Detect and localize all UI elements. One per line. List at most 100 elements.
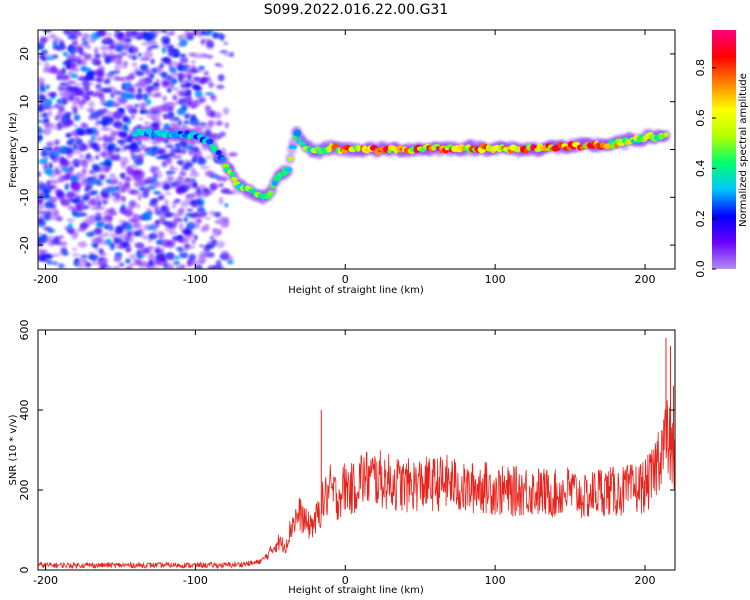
y-tick-label: -20 bbox=[18, 236, 31, 254]
noise-blob bbox=[178, 238, 183, 243]
noise-blob bbox=[229, 51, 235, 58]
snr-xlabel: Height of straight line (km) bbox=[288, 585, 424, 596]
noise-blob bbox=[125, 30, 130, 35]
noise-blob bbox=[148, 252, 155, 259]
noise-blob bbox=[125, 266, 132, 269]
noise-blob bbox=[46, 56, 55, 61]
noise-blob bbox=[128, 200, 137, 208]
noise-blob bbox=[45, 84, 50, 90]
noise-blob bbox=[176, 89, 186, 95]
noise-blob bbox=[60, 198, 69, 204]
noise-blob bbox=[134, 230, 141, 237]
noise-blob bbox=[38, 202, 45, 209]
noise-blob bbox=[180, 200, 189, 208]
colorbar-label: Normalized spectral amplitude bbox=[738, 73, 749, 227]
noise-blob bbox=[209, 95, 216, 100]
noise-blob bbox=[161, 46, 167, 54]
noise-blob bbox=[46, 142, 52, 147]
noise-blob bbox=[99, 45, 110, 51]
noise-blob bbox=[56, 215, 63, 222]
noise-blob bbox=[113, 266, 120, 269]
noise-blob bbox=[38, 135, 43, 140]
noise-blob bbox=[207, 120, 215, 127]
noise-blob bbox=[204, 216, 211, 220]
noise-blob bbox=[153, 261, 163, 265]
noise-blob bbox=[43, 226, 52, 231]
noise-blob bbox=[195, 77, 206, 84]
noise-blob bbox=[133, 55, 138, 60]
noise-blob bbox=[132, 155, 138, 160]
noise-blob bbox=[78, 129, 86, 136]
noise-blob bbox=[38, 126, 42, 135]
noise-blob bbox=[150, 58, 155, 65]
noise-blob bbox=[169, 30, 176, 36]
noise-blob bbox=[72, 47, 79, 53]
noise-blob bbox=[164, 199, 169, 207]
noise-blob bbox=[82, 123, 89, 128]
noise-blob bbox=[184, 92, 190, 97]
noise-blob bbox=[202, 188, 210, 192]
noise-blob bbox=[214, 219, 223, 224]
noise-blob bbox=[57, 85, 65, 92]
noise-blob bbox=[178, 222, 184, 231]
noise-blob bbox=[82, 205, 89, 210]
noise-blob bbox=[167, 111, 175, 120]
noise-blob bbox=[121, 195, 126, 203]
noise-blob bbox=[86, 70, 96, 77]
noise-blob bbox=[223, 52, 230, 57]
noise-blob bbox=[99, 233, 106, 238]
x-tick-label: -100 bbox=[183, 574, 208, 587]
noise-blob bbox=[126, 93, 136, 100]
noise-blob bbox=[75, 140, 84, 145]
noise-blob bbox=[117, 262, 122, 266]
noise-blob bbox=[199, 98, 205, 102]
noise-blob bbox=[71, 106, 78, 110]
noise-blob bbox=[71, 101, 78, 107]
spectrogram-xlabel: Height of straight line (km) bbox=[288, 285, 424, 296]
noise-blob bbox=[73, 124, 78, 128]
noise-blob bbox=[143, 211, 152, 219]
noise-blob bbox=[178, 207, 185, 212]
noise-blob bbox=[212, 32, 223, 39]
noise-blob bbox=[94, 122, 100, 127]
noise-blob bbox=[172, 72, 179, 77]
noise-blob bbox=[135, 93, 144, 100]
x-tick-label: 0 bbox=[342, 574, 349, 587]
noise-blob bbox=[224, 121, 229, 129]
x-tick-label: -200 bbox=[33, 273, 58, 286]
noise-blob bbox=[226, 259, 234, 265]
noise-blob bbox=[174, 198, 181, 203]
noise-blob bbox=[99, 239, 108, 246]
noise-blob bbox=[179, 148, 187, 155]
noise-blob bbox=[138, 156, 143, 162]
noise-blob bbox=[101, 51, 108, 59]
noise-blob bbox=[41, 49, 48, 55]
noise-blob bbox=[162, 57, 172, 65]
noise-blob bbox=[38, 232, 43, 236]
noise-blob bbox=[202, 53, 209, 58]
noise-blob bbox=[108, 39, 115, 46]
noise-blob bbox=[125, 258, 131, 264]
noise-blob bbox=[106, 266, 113, 269]
noise-blob bbox=[137, 153, 146, 158]
noise-blob bbox=[65, 170, 74, 178]
track-blob bbox=[229, 171, 235, 178]
noise-blob bbox=[118, 108, 125, 113]
noise-blob bbox=[127, 53, 133, 60]
noise-blob bbox=[158, 231, 164, 240]
noise-blob bbox=[120, 173, 125, 179]
noise-blob bbox=[109, 149, 116, 154]
noise-blob bbox=[40, 86, 46, 90]
x-tick-label: -200 bbox=[33, 574, 58, 587]
noise-blob bbox=[155, 220, 161, 224]
noise-blob bbox=[191, 199, 202, 205]
noise-blob bbox=[58, 251, 66, 255]
noise-blob bbox=[159, 218, 166, 225]
noise-blob bbox=[221, 252, 229, 258]
x-tick-label: 100 bbox=[485, 574, 506, 587]
noise-blob bbox=[95, 75, 105, 84]
noise-blob bbox=[179, 56, 189, 64]
noise-blob bbox=[71, 211, 79, 216]
noise-blob bbox=[66, 161, 73, 166]
noise-blob bbox=[114, 120, 123, 124]
